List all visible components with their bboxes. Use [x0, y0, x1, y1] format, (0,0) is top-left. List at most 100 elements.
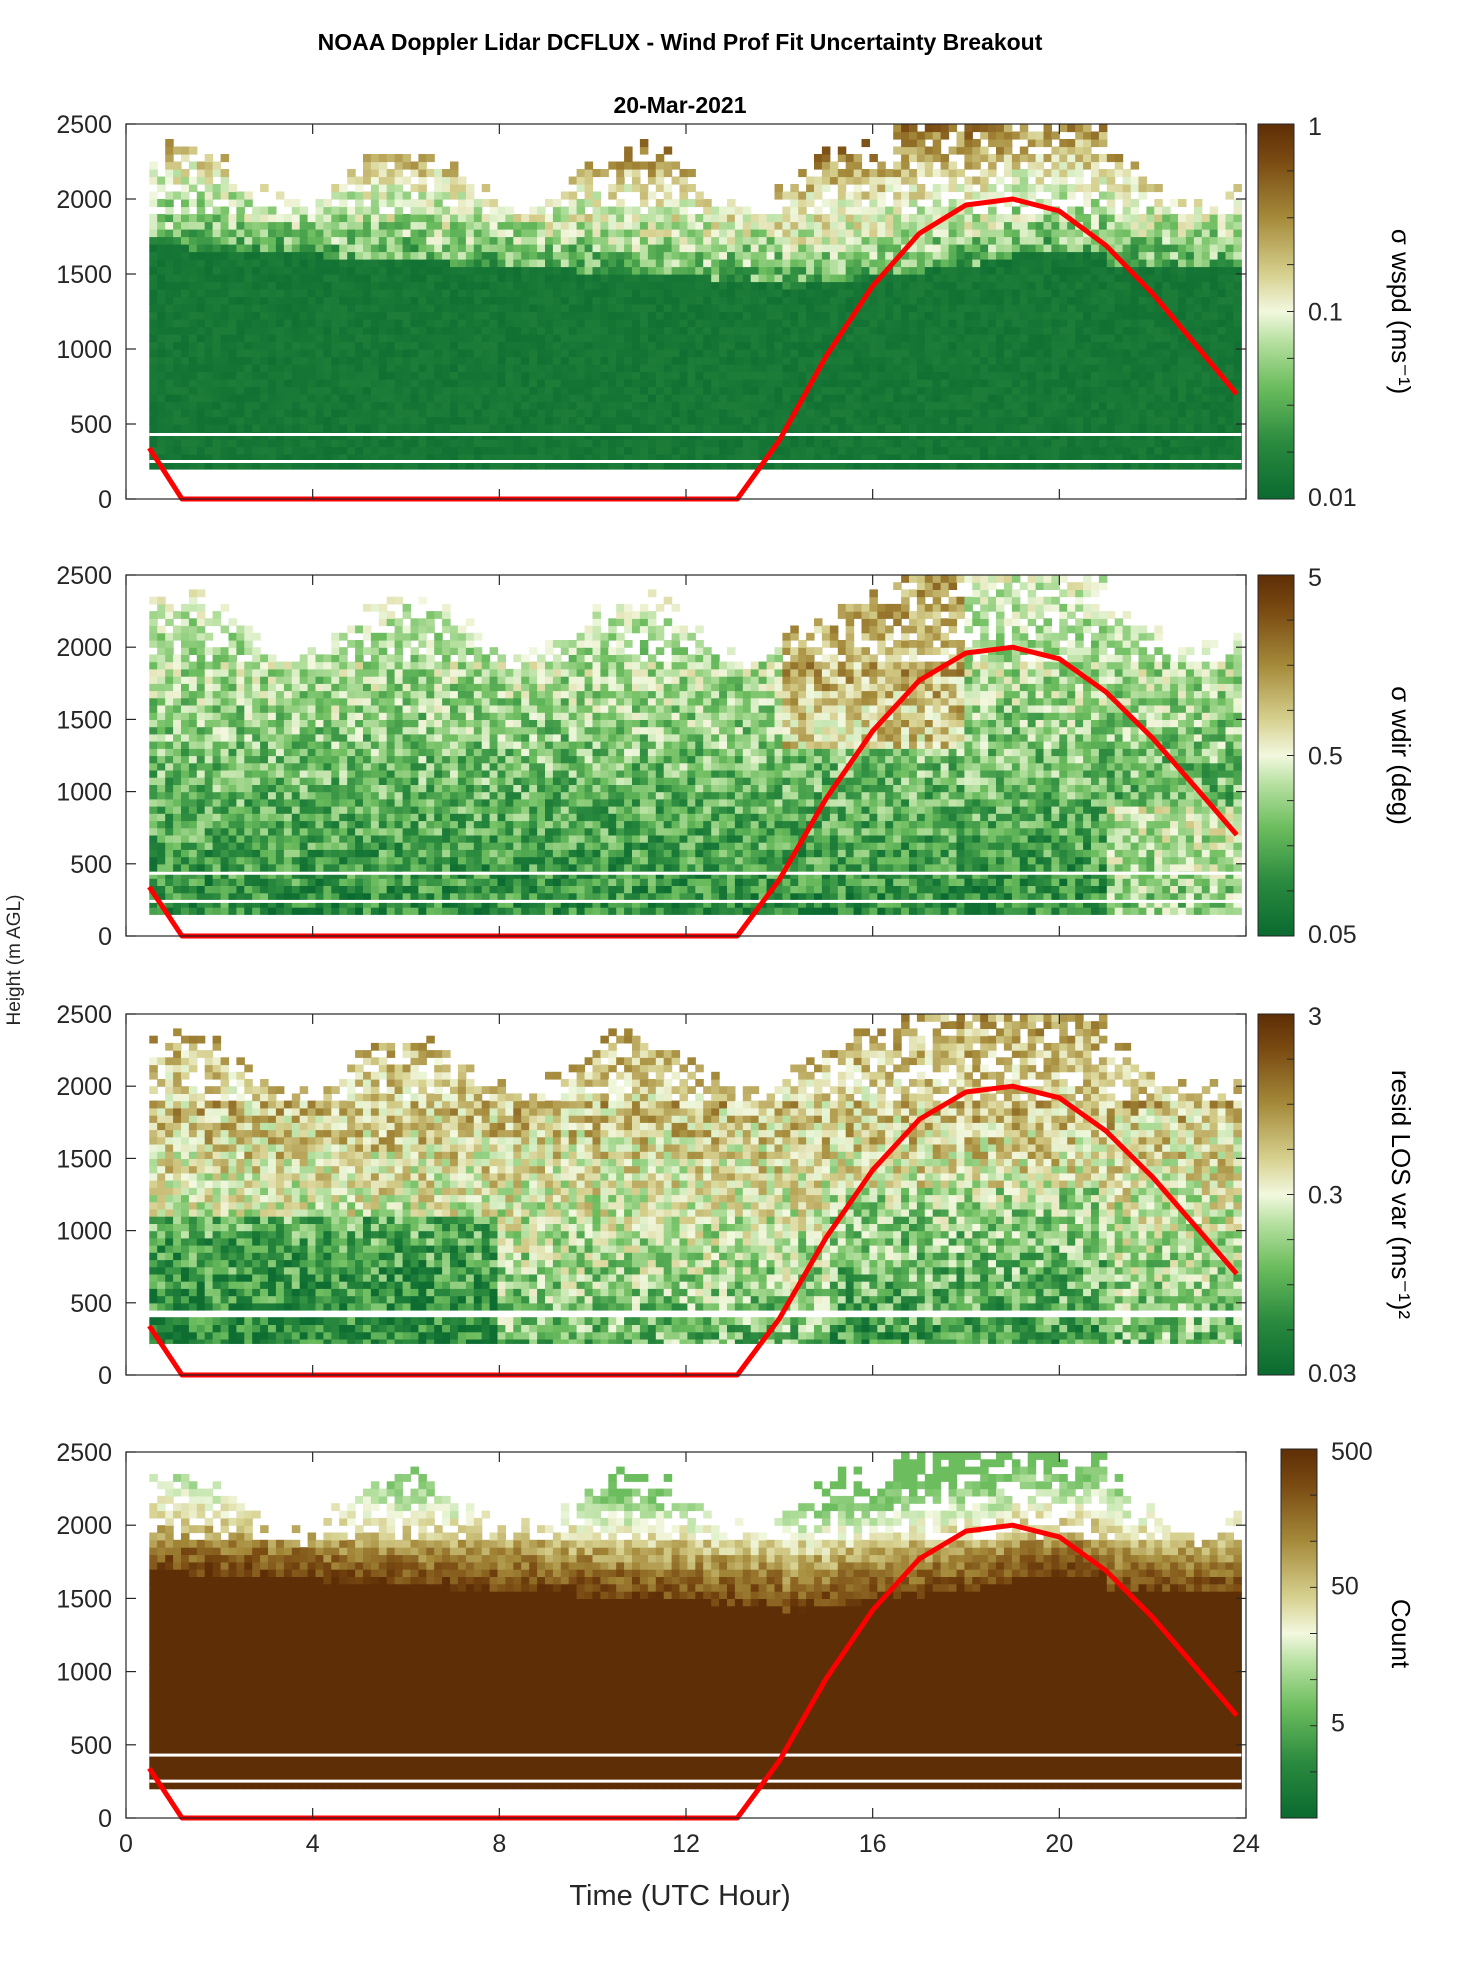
heatmap-cell [719, 341, 728, 350]
heatmap-cell [1114, 304, 1124, 313]
heatmap-cell [505, 386, 514, 395]
heatmap-cell [252, 409, 261, 418]
heatmap-cell [513, 334, 522, 343]
heatmap-cell [1003, 446, 1013, 455]
heatmap-cell [165, 394, 174, 403]
heatmap-cell [885, 281, 894, 290]
heatmap-cell [806, 176, 815, 185]
heatmap-cell [639, 326, 649, 335]
heatmap-cell [758, 259, 768, 268]
heatmap-cell [236, 349, 245, 358]
heatmap-cell [181, 229, 190, 238]
heatmap-cell [529, 289, 538, 298]
heatmap-cell [1027, 289, 1037, 298]
heatmap-cell [663, 424, 673, 433]
heatmap-cell [418, 341, 427, 350]
heatmap-cell [703, 259, 712, 268]
heatmap-cell [196, 364, 206, 373]
heatmap-cell [410, 304, 419, 313]
heatmap-cell [695, 251, 704, 260]
heatmap-cell [228, 326, 237, 335]
heatmap-cell [1043, 229, 1052, 238]
heatmap-cell [782, 251, 791, 260]
heatmap-cell [1138, 214, 1147, 223]
heatmap-cell [1098, 206, 1108, 215]
heatmap-cell [679, 184, 688, 193]
heatmap-cell [624, 206, 633, 215]
heatmap-cell [814, 296, 823, 305]
heatmap-cell [394, 349, 404, 358]
heatmap-cell [877, 311, 886, 320]
heatmap-cell [497, 334, 506, 343]
heatmap-cell [1027, 296, 1037, 305]
heatmap-cell [339, 244, 348, 253]
heatmap-cell [829, 221, 839, 230]
heatmap-cell [687, 394, 696, 403]
heatmap-cell [489, 281, 499, 290]
heatmap-cell [434, 326, 443, 335]
heatmap-cell [932, 341, 942, 350]
heatmap-cell [1003, 461, 1013, 470]
heatmap-cell [679, 394, 688, 403]
heatmap-cell [339, 296, 348, 305]
heatmap-cell [877, 176, 886, 185]
heatmap-cell [260, 349, 269, 358]
heatmap-cell [204, 259, 214, 268]
heatmap-cell [537, 251, 546, 260]
heatmap-cell [1035, 446, 1045, 455]
heatmap-cell [402, 454, 412, 463]
heatmap-cell [181, 461, 190, 470]
heatmap-cell [853, 311, 863, 320]
heatmap-cell [608, 424, 617, 433]
heatmap-cell [481, 356, 491, 365]
heatmap-cell [529, 356, 538, 365]
heatmap-cell [1059, 461, 1068, 470]
heatmap-cell [552, 296, 562, 305]
heatmap-cell [584, 461, 594, 470]
heatmap-cell [1162, 394, 1171, 403]
heatmap-cell [410, 221, 419, 230]
heatmap-cell [307, 214, 317, 223]
heatmap-cell [537, 409, 546, 418]
heatmap-cell [196, 214, 206, 223]
heatmap-cell [149, 244, 158, 253]
heatmap-cell [1114, 371, 1124, 380]
heatmap-cell [655, 349, 665, 358]
heatmap-cell [1051, 349, 1060, 358]
heatmap-cell [236, 446, 245, 455]
heatmap-cell [1011, 289, 1021, 298]
heatmap-cell [418, 184, 427, 193]
heatmap-cell [845, 446, 855, 455]
heatmap-cell [386, 364, 396, 373]
heatmap-cell [988, 124, 997, 133]
heatmap-cell [647, 356, 657, 365]
heatmap-cell [1059, 266, 1068, 275]
heatmap-cell [552, 424, 562, 433]
heatmap-cell [489, 446, 499, 455]
heatmap-cell [378, 326, 388, 335]
heatmap-cell [323, 416, 332, 425]
heatmap-cell [394, 319, 404, 328]
heatmap-cell [283, 221, 293, 230]
heatmap-cell [592, 281, 601, 290]
heatmap-cell [861, 461, 870, 470]
heatmap-cell [774, 334, 783, 343]
heatmap-cell [916, 356, 926, 365]
heatmap-cell [331, 229, 340, 238]
heatmap-cell [940, 281, 950, 290]
heatmap-cell [837, 401, 847, 410]
heatmap-cell [814, 214, 823, 223]
heatmap-cell [426, 349, 435, 358]
heatmap-cell [315, 311, 324, 320]
heatmap-cell [679, 454, 688, 463]
heatmap-cell [600, 251, 609, 260]
heatmap-cell [347, 461, 356, 470]
heatmap-cell [489, 371, 499, 380]
heatmap-cell [901, 409, 910, 418]
heatmap-cell [173, 401, 182, 410]
heatmap-cell [363, 244, 372, 253]
heatmap-cell [964, 176, 973, 185]
heatmap-cell [837, 454, 847, 463]
heatmap-cell [465, 326, 475, 335]
heatmap-cell [885, 446, 894, 455]
